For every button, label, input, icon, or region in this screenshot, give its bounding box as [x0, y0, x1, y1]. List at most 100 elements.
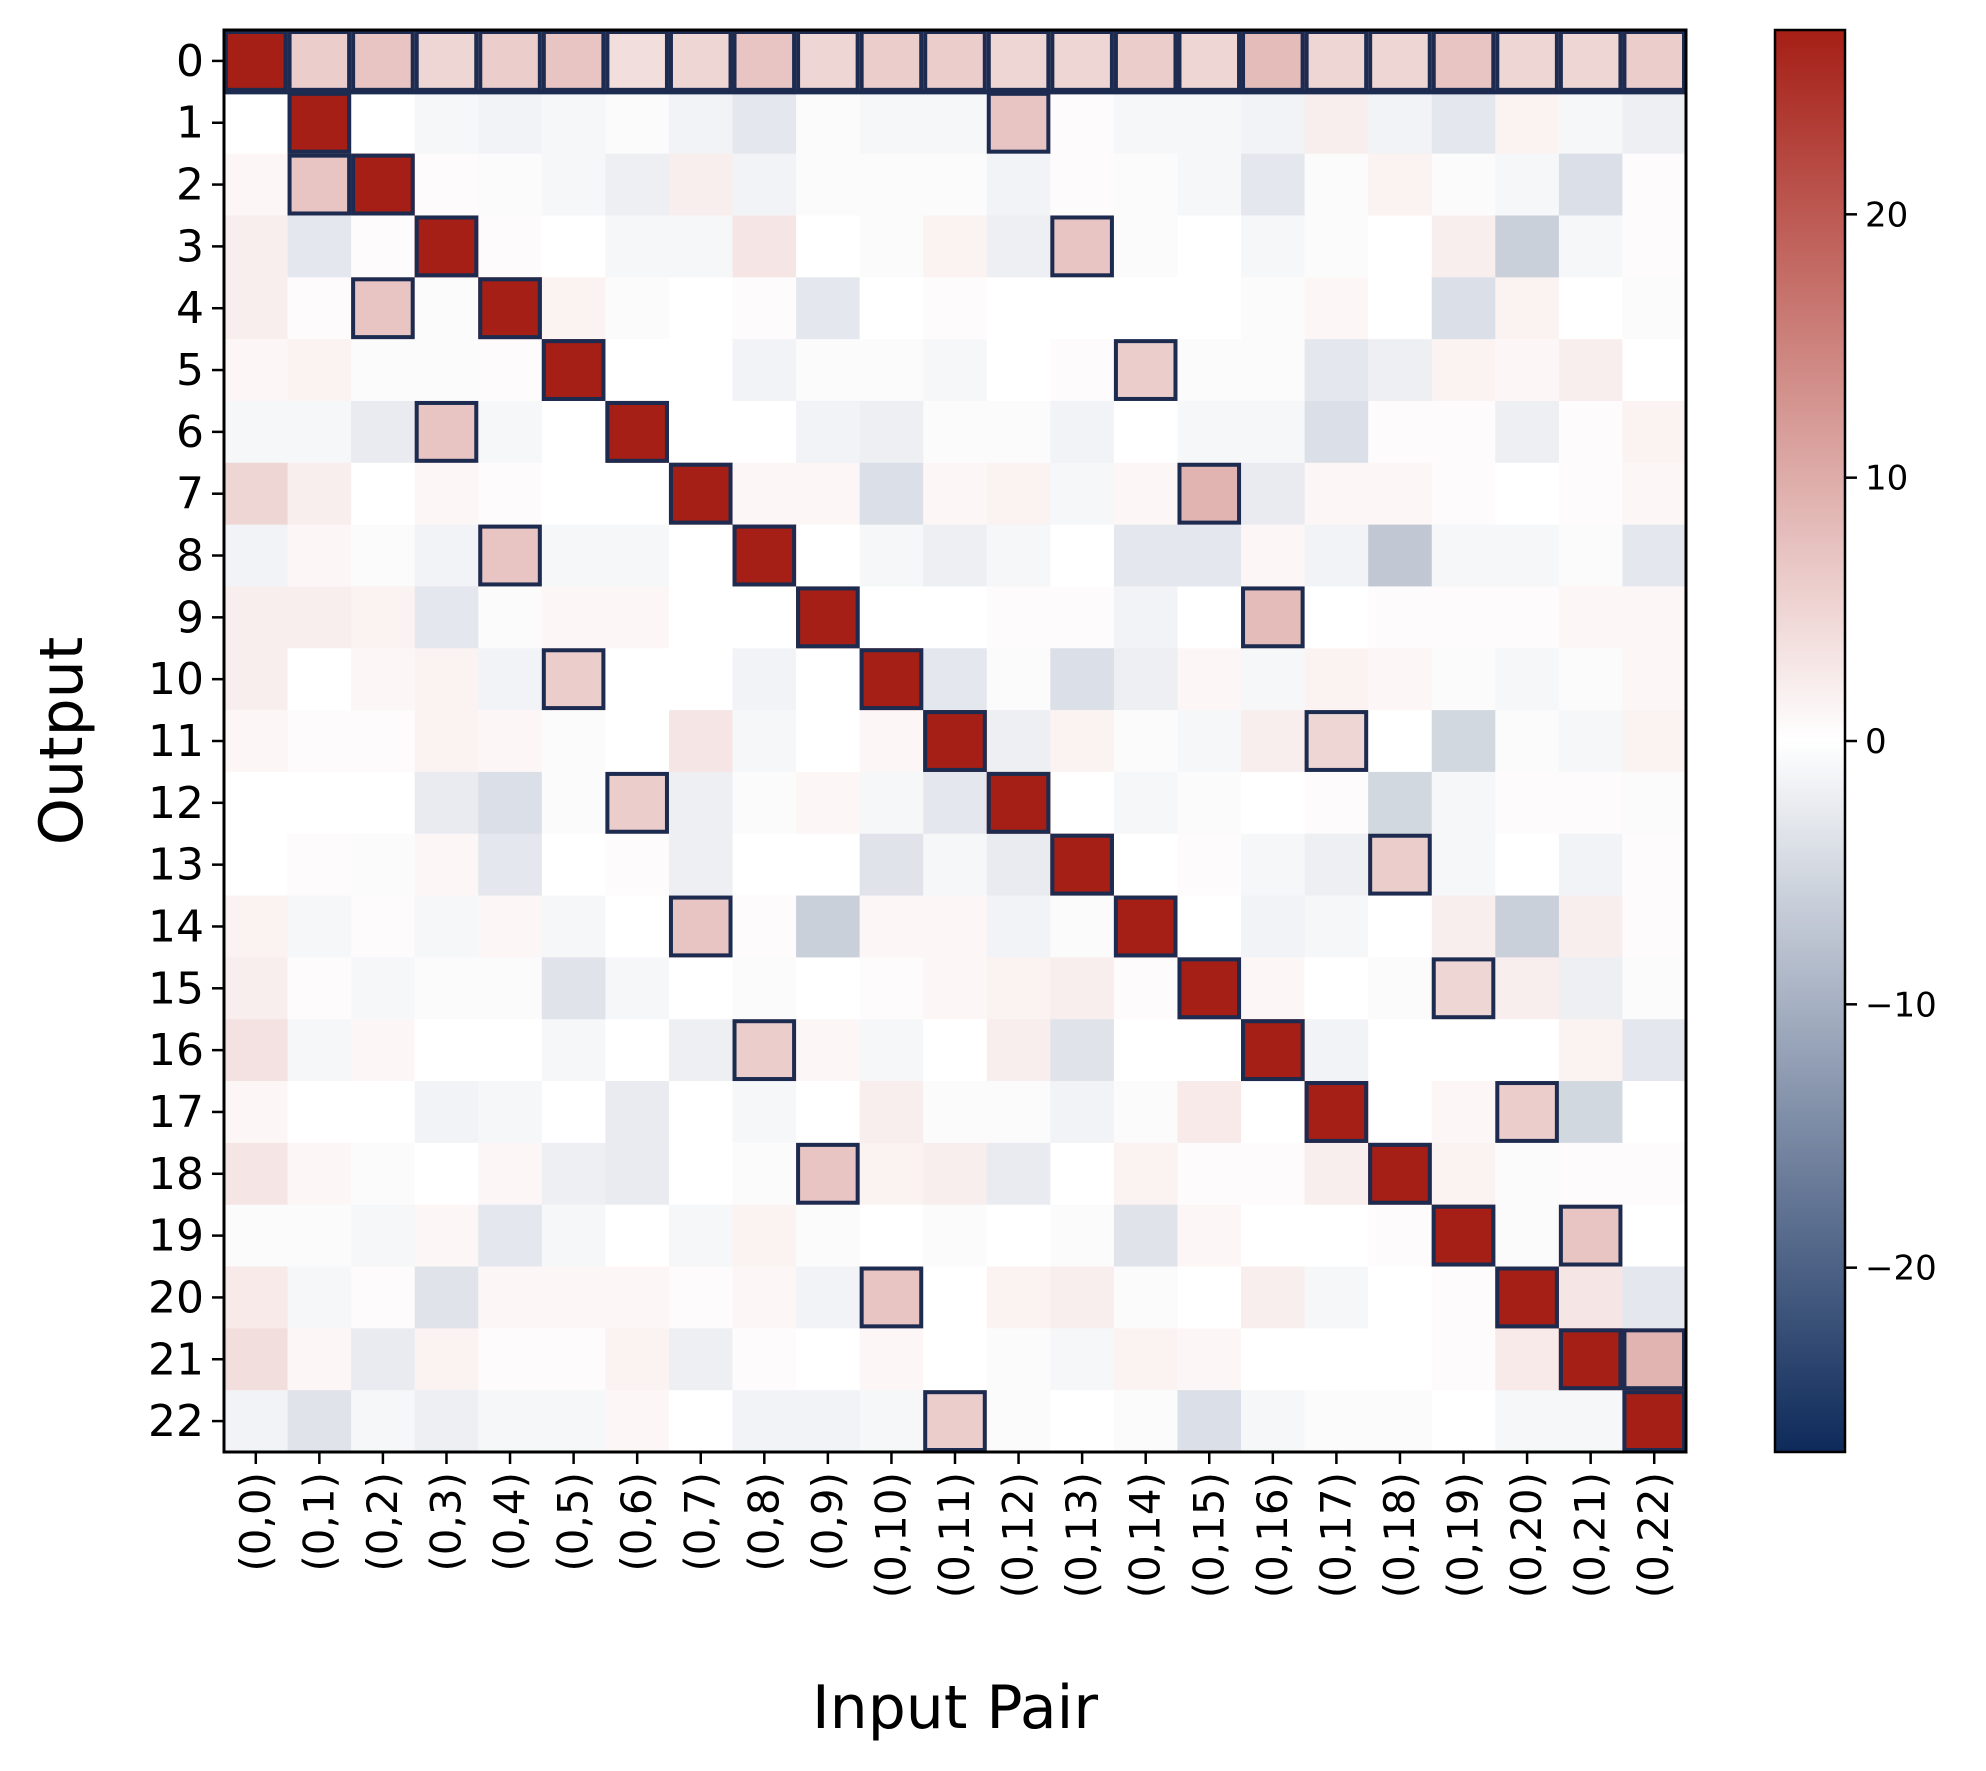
heatmap-cell [1558, 339, 1623, 402]
diagonal-cell-box [1177, 957, 1242, 1020]
heatmap-cell [1304, 586, 1369, 649]
heatmap-cell [1558, 153, 1623, 216]
heatmap-cell [1050, 339, 1115, 402]
heatmap-cell [287, 1328, 352, 1391]
heatmap-cell [478, 1328, 543, 1391]
heatmap-cell [1558, 1142, 1623, 1206]
heatmap-cell [414, 462, 479, 526]
heatmap-cell [224, 833, 289, 897]
heatmap-cell [1431, 524, 1496, 587]
diagonal-cell-box [986, 771, 1051, 834]
heatmap-cell [224, 277, 289, 340]
heatmap-cell [1304, 153, 1369, 216]
heatmap-cell [1113, 895, 1178, 958]
heatmap-cell [1368, 895, 1433, 958]
heatmap-cell [351, 400, 416, 464]
heatmap-cell [923, 1328, 988, 1391]
x-tick-label: (0,1) [294, 1472, 343, 1572]
heatmap-cell [986, 586, 1051, 649]
heatmap-cell [1113, 1204, 1178, 1268]
heatmap-cell [1495, 1204, 1560, 1268]
heatmap-cell [1368, 1390, 1433, 1453]
heatmap-cell [287, 400, 352, 464]
heatmap-cell [923, 524, 988, 587]
heatmap-cell [1050, 1328, 1115, 1391]
heatmap-cell [1304, 1204, 1369, 1268]
heatmap-cell [287, 1019, 352, 1082]
heatmap-cell [1622, 1081, 1687, 1144]
heatmap-cell [1622, 524, 1687, 587]
heatmap-cell [986, 400, 1051, 464]
heatmap-cell [1558, 648, 1623, 711]
heatmap-cell [1558, 895, 1623, 958]
heatmap-cell [287, 771, 352, 835]
heatmap-cell [668, 462, 734, 526]
heatmap-cell [541, 895, 606, 958]
heatmap-cell [732, 833, 797, 897]
heatmap-cell [923, 153, 988, 216]
heatmap-cell [1177, 957, 1242, 1020]
heatmap-cell [1431, 586, 1496, 649]
heatmap-cell [414, 833, 479, 897]
heatmap-cell [859, 586, 924, 649]
heatmap-cell [986, 30, 1051, 93]
heatmap-cell [414, 277, 479, 340]
heatmap-cell [414, 153, 479, 216]
heatmap-cell [1177, 215, 1242, 278]
heatmap-cell [1558, 957, 1623, 1020]
heatmap-cell [668, 1081, 734, 1144]
highlighted-cell [287, 153, 352, 216]
heatmap-cell [1241, 1390, 1306, 1453]
heatmap-cell [796, 524, 861, 587]
x-tick-label: (0,7) [676, 1472, 725, 1572]
y-tick-label: 17 [148, 1087, 204, 1138]
heatmap-cell [287, 1142, 352, 1206]
heatmap-cell [796, 833, 861, 897]
heatmap-cell [1241, 1019, 1306, 1082]
heatmap-cell [1177, 277, 1242, 340]
heatmap-cell [541, 1266, 606, 1329]
heatmap-cell [1241, 1142, 1306, 1206]
x-tick-label: (0,13) [1057, 1472, 1106, 1598]
heatmap-cell [351, 895, 416, 958]
heatmap-cell [1558, 1081, 1623, 1144]
heatmap-cell [732, 1142, 797, 1206]
heatmap-cell [668, 339, 734, 402]
highlighted-cell [1113, 339, 1178, 401]
heatmap-cell [541, 215, 606, 278]
diagonal-cell-box [668, 462, 733, 525]
y-tick-label: 5 [176, 345, 204, 396]
heatmap-cell [1177, 30, 1242, 93]
heatmap-cell [859, 91, 924, 155]
heatmap-cell [986, 277, 1051, 340]
heatmap-cell [605, 1328, 670, 1391]
heatmap-cell [351, 1019, 416, 1082]
y-tick-label: 8 [176, 531, 204, 582]
heatmap-cell [1241, 339, 1306, 402]
x-tick-label: (0,18) [1375, 1472, 1424, 1598]
heatmap-cell [986, 1081, 1051, 1144]
heatmap-cell [986, 895, 1051, 958]
heatmap-cell [351, 1204, 416, 1268]
heatmap-cell [541, 400, 606, 464]
y-tick-label: 21 [148, 1334, 204, 1385]
heatmap-cell [541, 710, 606, 773]
heatmap-cell [1304, 1081, 1369, 1144]
y-tick-label: 3 [176, 221, 204, 272]
heatmap-cell [1431, 1266, 1496, 1329]
heatmap-cell [605, 648, 670, 711]
heatmap-cell [859, 1204, 924, 1268]
y-tick-label: 18 [148, 1149, 204, 1200]
heatmap-cell [1113, 277, 1178, 340]
heatmap-cell [1304, 771, 1369, 835]
heatmap-cell [541, 1328, 606, 1391]
heatmap-cell [224, 1328, 289, 1391]
heatmap-cell [1368, 400, 1433, 464]
heatmap-cell [668, 215, 734, 278]
heatmap-cell [224, 1266, 289, 1329]
heatmap-cell [923, 895, 988, 958]
heatmap-cell [414, 91, 479, 155]
heatmap-cell [1050, 957, 1115, 1020]
heatmap-cell [414, 524, 479, 587]
heatmap-cell [796, 895, 861, 958]
